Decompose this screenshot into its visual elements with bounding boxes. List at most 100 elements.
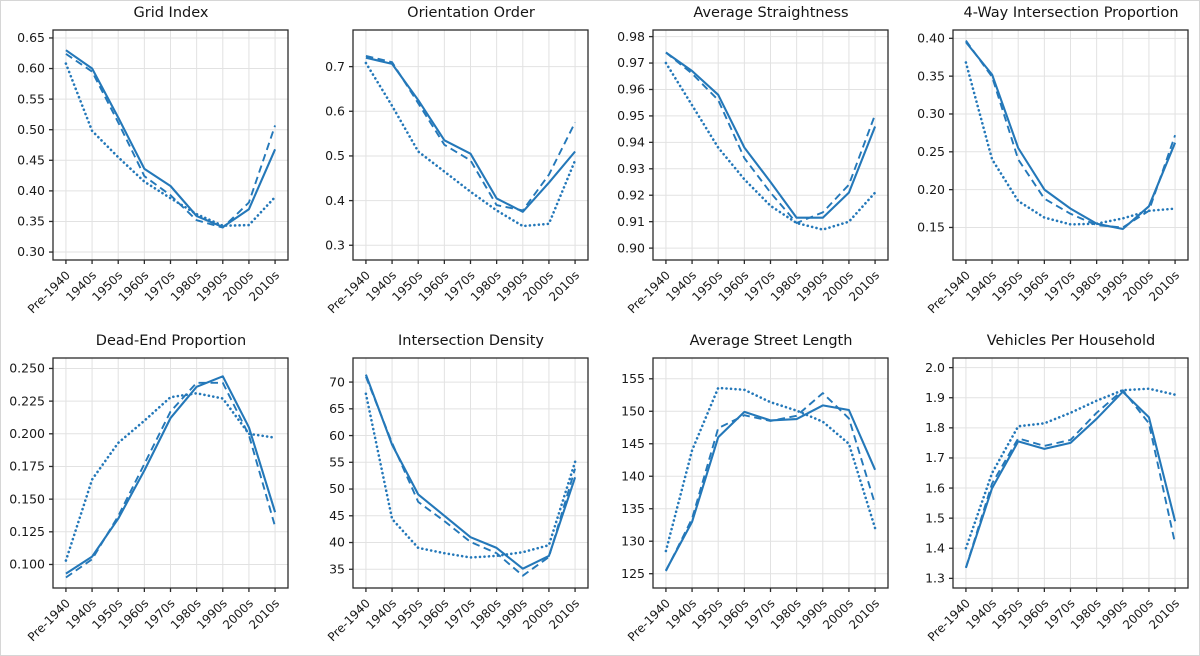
x-tick-label: 2010s <box>546 596 582 632</box>
y-tick-label: 130 <box>621 533 645 548</box>
y-tick-label: 150 <box>621 403 645 418</box>
y-tick-label: 0.100 <box>9 557 45 572</box>
y-tick-label: 0.125 <box>9 524 45 539</box>
series-line-dashed <box>365 54 576 212</box>
series-line-dashed <box>665 392 877 572</box>
y-tick-label: 0.93 <box>617 161 645 176</box>
chart-title: Grid Index <box>133 5 209 21</box>
x-tick-label: 2010s <box>846 596 882 632</box>
y-tick-label: 0.250 <box>9 361 45 376</box>
series-line-dashed <box>964 389 1177 569</box>
y-tick-label: 0.94 <box>617 135 645 150</box>
y-tick-label: 0.90 <box>617 240 645 255</box>
chart-canvas-dead-end: 0.1000.1250.1500.1750.2000.2250.250Pre-1… <box>9 357 289 644</box>
chart-canvas-grid-index: 0.300.350.400.450.500.550.600.65Pre-1940… <box>17 29 289 316</box>
subplot-4way-intersection-proportion: 4-Way Intersection Proportion 0.15 0.20 0.… <box>901 1 1199 329</box>
y-tick-label: 0.200 <box>9 426 45 441</box>
series-line-dotted <box>664 61 877 231</box>
y-tick-label: 0.4 <box>325 193 345 208</box>
y-tick-label: 70 <box>329 374 345 389</box>
x-tick-label: 2010s <box>846 268 882 304</box>
y-tick-label: 1.4 <box>925 540 945 555</box>
series-line-dotted <box>964 61 1177 226</box>
y-tick-label: 1.5 <box>925 510 945 525</box>
series-line-dashed <box>65 53 276 229</box>
series-line-solid <box>665 51 877 219</box>
chart-title: Average Street Length <box>689 333 853 349</box>
y-tick-label: 0.7 <box>325 59 345 74</box>
y-tick-label: 0.40 <box>917 31 945 46</box>
series-line-dashed <box>665 51 876 224</box>
y-tick-label: 135 <box>621 501 645 516</box>
series-line-dotted <box>364 392 577 559</box>
y-tick-label: 0.91 <box>617 214 645 229</box>
y-tick-label: 145 <box>621 436 645 451</box>
series-line-solid <box>964 390 1177 569</box>
y-tick-label: 0.98 <box>617 29 645 44</box>
chart-canvas-average-straightness: 0.900.910.920.930.940.950.960.970.98Pre-… <box>617 29 889 316</box>
y-tick-label: 0.25 <box>917 144 945 159</box>
y-tick-label: 0.150 <box>9 491 45 506</box>
y-tick-label: 0.45 <box>17 152 45 167</box>
series-line-dotted <box>664 386 877 553</box>
x-tick-label: 2010s <box>1146 596 1182 632</box>
chart-canvas-vehicles-per-household: 1.31.41.51.61.71.81.92.0Pre-19401940s195… <box>925 357 1189 644</box>
chart-canvas-average-street-length: 125130135140145150155Pre-19401940s1950s1… <box>621 357 889 644</box>
y-tick-label: 0.92 <box>617 187 645 202</box>
series-line-dotted <box>64 391 277 562</box>
y-tick-label: 1.6 <box>925 480 945 495</box>
y-tick-label: 45 <box>329 508 345 523</box>
subplot-average-street-length: Average Street Length 125 130 135 140 145 150… <box>601 329 901 655</box>
y-tick-label: 0.30 <box>917 106 945 121</box>
y-tick-label: 0.35 <box>917 68 945 83</box>
y-tick-label: 1.9 <box>925 390 945 405</box>
y-tick-label: 2.0 <box>925 360 945 375</box>
y-tick-label: 0.60 <box>17 61 45 76</box>
chart-title: 4-Way Intersection Proportion <box>963 5 1179 21</box>
chart-title: Dead-End Proportion <box>95 333 247 349</box>
subplot-dead-end-proportion: Dead-End Proportion 0.100 0.125 0.150 0.175… <box>1 329 301 655</box>
y-tick-label: 60 <box>329 428 345 443</box>
y-tick-label: 40 <box>329 535 345 550</box>
subplot-average-straightness: Average Straightness 0.90 0.91 0.92 0.93 0.9… <box>601 1 901 329</box>
y-tick-label: 0.55 <box>17 91 45 106</box>
y-tick-label: 55 <box>329 455 345 470</box>
y-tick-label: 0.97 <box>617 55 645 70</box>
series-line-dotted <box>964 387 1177 550</box>
y-tick-label: 0.30 <box>17 244 45 259</box>
y-tick-label: 50 <box>329 481 345 496</box>
chart-title: Average Straightness <box>693 5 849 21</box>
y-tick-label: 0.95 <box>617 108 645 123</box>
y-tick-label: 0.50 <box>17 122 45 137</box>
series-line-dotted <box>364 61 577 228</box>
y-tick-label: 0.225 <box>9 393 45 408</box>
chart-title: Intersection Density <box>398 333 544 349</box>
y-tick-label: 0.3 <box>325 237 345 252</box>
subplot-intersection-density: Intersection Density 35 40 45 50 55 60 65 70 Pre… <box>301 329 601 655</box>
y-tick-label: 1.7 <box>925 450 945 465</box>
chart-canvas-orientation-order: 0.30.40.50.60.7Pre-19401940s1950s1960s19… <box>325 29 589 316</box>
y-tick-label: 140 <box>621 468 645 483</box>
y-tick-label: 35 <box>329 561 345 576</box>
chart-title: Orientation Order <box>407 5 535 21</box>
y-tick-label: 0.40 <box>17 183 45 198</box>
y-tick-label: 0.15 <box>917 220 945 235</box>
subplot-orientation-order: Orientation Order 0.3 0.4 0.5 0.6 0.7 Pre-194… <box>301 1 601 329</box>
y-tick-label: 0.96 <box>617 82 645 97</box>
series-line-dotted <box>64 62 277 227</box>
x-tick-label: 2010s <box>546 268 582 304</box>
y-tick-label: 1.3 <box>925 571 945 586</box>
chart-canvas-4way-intersection: 0.150.200.250.300.350.40Pre-19401940s195… <box>917 29 1189 316</box>
y-tick-label: 65 <box>329 401 345 416</box>
y-tick-label: 0.20 <box>917 182 945 197</box>
y-tick-label: 0.6 <box>325 103 345 118</box>
y-tick-label: 0.5 <box>325 148 345 163</box>
series-line-solid <box>65 49 277 229</box>
y-tick-label: 0.175 <box>9 459 45 474</box>
chart-title: Vehicles Per Household <box>986 333 1156 349</box>
y-tick-label: 0.65 <box>17 30 45 45</box>
series-line-dashed <box>965 40 1176 229</box>
y-tick-label: 155 <box>621 371 645 386</box>
subplot-vehicles-per-household: Vehicles Per Household 1.3 1.4 1.5 1.6 1.7 1.… <box>901 329 1199 655</box>
